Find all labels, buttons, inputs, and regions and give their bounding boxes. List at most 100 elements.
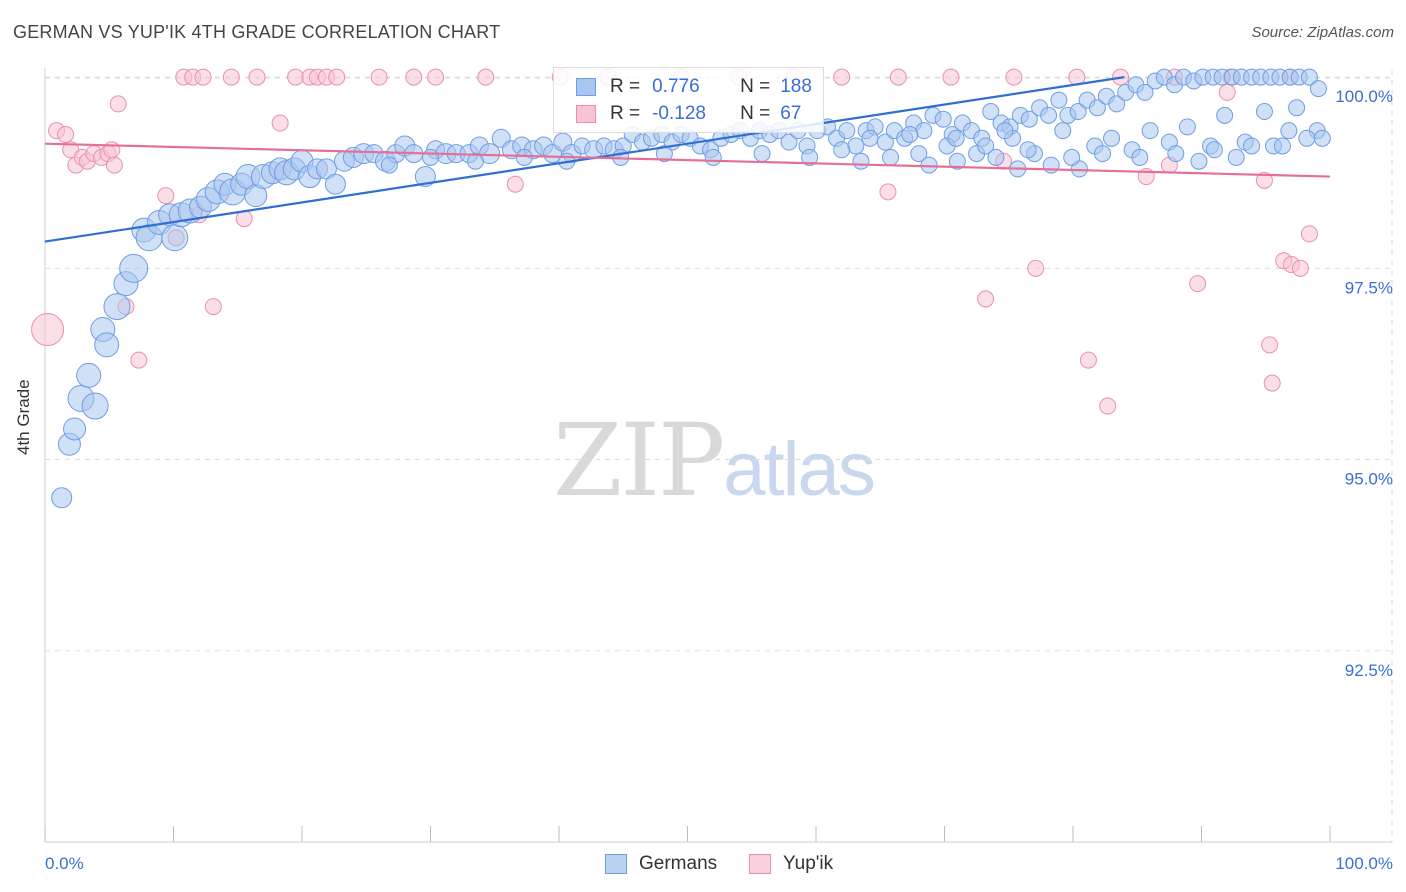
german-point (1019, 141, 1037, 159)
german-point (1280, 122, 1298, 140)
german-point (947, 129, 965, 147)
chart-source: Source: ZipAtlas.com (1251, 24, 1394, 41)
german-point (76, 362, 102, 388)
legend-n-label: N = (740, 76, 771, 97)
german-point (977, 137, 995, 155)
german-point (1040, 106, 1058, 124)
y-tick-label: 97.5% (1345, 278, 1393, 297)
yupik-point (1263, 374, 1281, 392)
german-point (996, 122, 1014, 140)
yupik-point (57, 125, 75, 143)
legend-row-germans: R = 0.776 N = 188 (576, 74, 812, 100)
yupik-point (105, 156, 123, 174)
german-point (1088, 99, 1106, 117)
legend-r-label: R = (610, 103, 641, 124)
yupik-trend-line (44, 142, 1331, 178)
yupik-point (130, 351, 148, 369)
yupik-point (889, 68, 907, 86)
bottom-swatch-germans (605, 854, 627, 874)
german-point (910, 145, 928, 163)
yupik-point (1218, 83, 1236, 101)
german-point (479, 143, 501, 165)
german-point (1167, 145, 1185, 163)
german-point (1313, 129, 1331, 147)
german-point (1141, 122, 1159, 140)
yupik-point (1255, 171, 1273, 189)
german-point (119, 253, 149, 283)
yupik-point (287, 68, 305, 86)
german-point (1255, 103, 1273, 121)
german-point (1063, 148, 1081, 166)
x-tick-label: 0.0% (45, 854, 84, 873)
yupik-point (204, 298, 222, 316)
yupik-point (1005, 68, 1023, 86)
german-point (1273, 137, 1291, 155)
german-point (51, 487, 73, 509)
legend-swatch-germans (576, 78, 596, 96)
tick-labels: 92.5% 95.0% 97.5% 100.0% 0.0% 100.0% (45, 87, 1393, 873)
watermark: ZIPatlas (553, 402, 876, 519)
yupik-point (427, 68, 445, 86)
german-point (901, 125, 919, 143)
yupik-point (477, 68, 495, 86)
trend-lines (44, 76, 1331, 243)
correlation-legend: R = 0.776 N = 188 R = -0.128 N = 67 (553, 67, 824, 133)
german-point (94, 332, 120, 358)
legend-n-value-yupik: 67 (780, 103, 802, 124)
german-point (915, 122, 933, 140)
legend-n-value-germans: 188 (780, 76, 812, 97)
german-point (1094, 145, 1112, 163)
german-point (414, 166, 436, 188)
yupik-point (833, 68, 851, 86)
yupik-point (1189, 275, 1207, 293)
german-point (861, 129, 879, 147)
y-tick-label: 95.0% (1345, 470, 1393, 489)
german-point (1050, 91, 1068, 109)
german-point (1054, 122, 1072, 140)
y-axis-label: 4th Grade (14, 379, 33, 455)
german-point (987, 148, 1005, 166)
legend-n-label: N = (740, 103, 771, 124)
bottom-legend-yupik-label: Yup'ik (783, 853, 834, 874)
german-point (948, 152, 966, 170)
yupik-point (506, 175, 524, 193)
yupik-point (370, 68, 388, 86)
german-point (1288, 99, 1306, 117)
yupik-point (109, 95, 127, 113)
german-point (838, 122, 856, 140)
legend-r-value-yupik: -0.128 (652, 103, 706, 124)
german-point (1227, 148, 1245, 166)
german-point (81, 392, 109, 420)
yupik-point (942, 68, 960, 86)
german-point (1108, 95, 1126, 113)
german-point (852, 152, 870, 170)
yupik-point (248, 68, 266, 86)
yupik-point (31, 313, 65, 347)
yupik-point (157, 187, 175, 205)
german-point (1205, 141, 1223, 159)
german-point (63, 417, 87, 441)
yupik-point (1099, 397, 1117, 415)
bottom-legend-germans-label: Germans (639, 853, 718, 874)
german-point (801, 148, 819, 166)
y-tick-label: 100.0% (1335, 87, 1393, 106)
watermark-zip: ZIP (553, 402, 725, 519)
german-point (1136, 83, 1154, 101)
german-point (1309, 80, 1327, 98)
germans-points (51, 68, 1331, 509)
german-point (1069, 103, 1087, 121)
yupik-point (1300, 225, 1318, 243)
yupik-point (271, 114, 289, 132)
bottom-legend-yupik: Yup'ik (749, 851, 833, 877)
german-point (466, 152, 484, 170)
yupik-point (405, 68, 423, 86)
yupik-point (1027, 259, 1045, 277)
german-point (1103, 129, 1121, 147)
x-tick-label: 100.0% (1335, 854, 1393, 873)
yupik-point (977, 290, 995, 308)
yupik-point (1291, 259, 1309, 277)
yupik-point (1261, 336, 1279, 354)
german-point (422, 148, 439, 166)
german-point (1178, 118, 1196, 136)
